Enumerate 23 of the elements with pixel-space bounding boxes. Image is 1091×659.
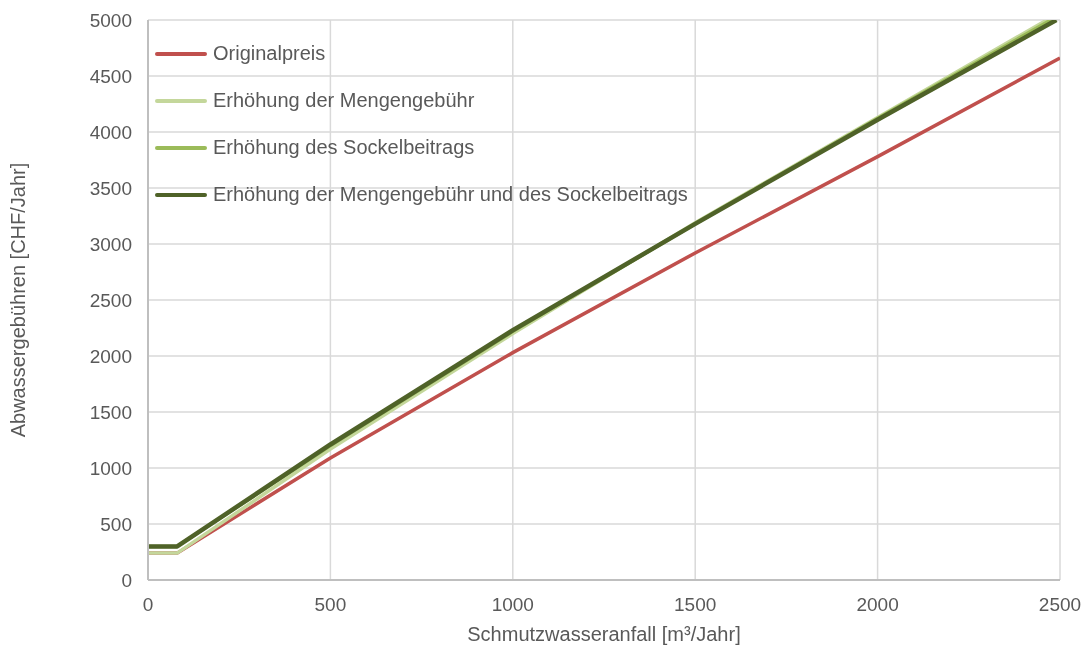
y-tick-label: 3000 <box>89 233 132 255</box>
x-tick-label: 1000 <box>491 594 534 616</box>
y-tick-label: 500 <box>100 513 132 535</box>
y-tick-label: 1500 <box>89 401 132 423</box>
x-tick-label: 1500 <box>674 594 717 616</box>
legend-label: Originalpreis <box>213 42 326 65</box>
x-tick-label: 0 <box>142 594 154 616</box>
x-axis-title: Schmutzwasseranfall [m³/Jahr] <box>467 623 741 645</box>
y-tick-label: 5000 <box>89 9 132 31</box>
y-tick-label: 2000 <box>89 345 132 367</box>
y-axis-title: Abwassergebühren [CHF/Jahr] <box>7 162 30 438</box>
y-tick-label: 3500 <box>89 177 132 199</box>
y-tick-label: 4000 <box>89 121 132 143</box>
y-tick-label: 4500 <box>89 65 132 87</box>
x-tick-label: 500 <box>314 594 347 616</box>
legend-label: Erhöhung der Mengengebühr <box>213 89 475 112</box>
x-tick-label: 2500 <box>1038 594 1082 616</box>
legend-label: Erhöhung der Mengengebühr und des Sockelbeitrags <box>213 183 688 206</box>
x-tick-label: 2000 <box>856 594 899 616</box>
y-tick-label: 1000 <box>89 457 132 479</box>
legend-label: Erhöhung des Sockelbeitrags <box>213 136 475 159</box>
y-tick-label: 2500 <box>89 289 132 311</box>
y-tick-label: 0 <box>121 569 132 591</box>
